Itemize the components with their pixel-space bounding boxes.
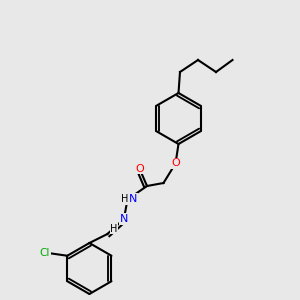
Text: H: H	[122, 194, 129, 205]
Text: N: N	[120, 214, 128, 224]
Text: N: N	[129, 194, 137, 204]
Text: H: H	[110, 224, 118, 234]
Text: O: O	[171, 158, 180, 169]
Text: O: O	[135, 164, 144, 174]
Text: Cl: Cl	[40, 248, 50, 258]
